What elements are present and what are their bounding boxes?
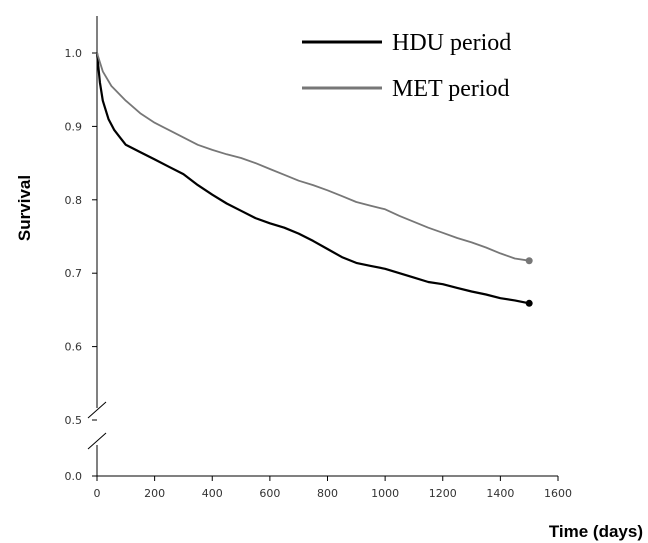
- axis-break-mark: [87, 401, 107, 419]
- y-tick-label: 0.7: [65, 267, 83, 280]
- series-layer: [95, 52, 533, 307]
- legend-label-hdu-period: HDU period: [392, 30, 511, 56]
- y-tick-label: 1.0: [65, 47, 83, 60]
- x-tick-label: 400: [202, 487, 223, 500]
- series-end-point-met-period: [525, 257, 533, 265]
- y-tick-label: 0.8: [65, 194, 83, 207]
- x-tick-label: 1200: [429, 487, 457, 500]
- legend-label-met-period: MET period: [392, 76, 510, 102]
- y-tick-label: 0.9: [65, 120, 83, 133]
- x-tick-label: 600: [259, 487, 280, 500]
- x-tick-label: 1400: [486, 487, 514, 500]
- axis-break-mark: [87, 432, 107, 450]
- x-tick-label: 200: [144, 487, 165, 500]
- series-line-met-period: [96, 52, 530, 262]
- series-end-point-hdu-period: [525, 299, 533, 307]
- y-axis-title: Survival: [15, 175, 34, 241]
- y-tick-label: 0.6: [65, 341, 83, 354]
- x-tick-label: 1600: [544, 487, 572, 500]
- legend: HDU period MET period: [302, 30, 511, 102]
- series-line-hdu-period: [95, 52, 530, 305]
- y-tick-label: 0.0: [65, 470, 83, 483]
- x-axis-title: Time (days): [549, 522, 643, 541]
- x-tick-label: 1000: [371, 487, 399, 500]
- y-tick-label: 0.5: [65, 414, 83, 427]
- y-ticks: 0.0 0.5 0.6 0.7 0.8 0.9 1.0: [65, 47, 97, 483]
- x-ticks: 0 200 400 600 800 1000 1200 1400 1600: [94, 476, 572, 500]
- x-tick-label: 800: [317, 487, 338, 500]
- x-tick-label: 0: [94, 487, 101, 500]
